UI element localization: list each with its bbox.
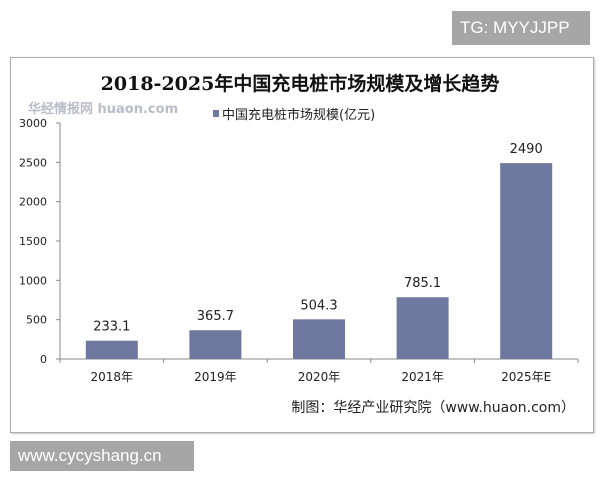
y-tick-label: 1000 — [19, 274, 47, 287]
y-tick-label: 500 — [26, 314, 47, 327]
data-label: 504.3 — [300, 298, 337, 313]
x-tick-label: 2018年 — [91, 370, 134, 384]
y-tick-label: 1500 — [19, 235, 47, 248]
y-tick-label: 3000 — [19, 117, 47, 130]
bar — [85, 340, 138, 359]
y-tick-label: 2500 — [19, 156, 47, 169]
source-note: 制图：华经产业研究院（www.huaon.com） — [291, 400, 575, 416]
y-tick-label: 2000 — [19, 196, 47, 209]
y-tick-label: 0 — [40, 353, 47, 366]
data-label: 233.1 — [93, 320, 130, 335]
x-tick-label: 2020年 — [298, 370, 341, 384]
x-tick-label: 2021年 — [401, 370, 444, 384]
watermark-top: TG: MYYJJPP — [452, 11, 590, 45]
legend-swatch — [213, 110, 219, 117]
logo-watermark: 华经情报网 huaon.com — [28, 101, 178, 117]
watermark-bottom: www.cycyshang.cn — [10, 441, 194, 471]
bar — [189, 330, 242, 359]
chart-frame — [10, 57, 594, 433]
bar — [293, 319, 345, 359]
data-label: 785.1 — [404, 276, 441, 291]
bar — [500, 163, 553, 359]
x-tick-label: 2019年 — [194, 370, 237, 384]
data-label: 365.7 — [197, 309, 234, 324]
data-label: 2490 — [510, 142, 543, 157]
legend-label: 中国充电桩市场规模(亿元) — [222, 107, 375, 123]
x-tick-label: 2025年E — [501, 370, 551, 384]
bar — [396, 297, 449, 359]
chart-title: 2018-2025年中国充电桩市场规模及增长趋势 — [101, 72, 500, 95]
